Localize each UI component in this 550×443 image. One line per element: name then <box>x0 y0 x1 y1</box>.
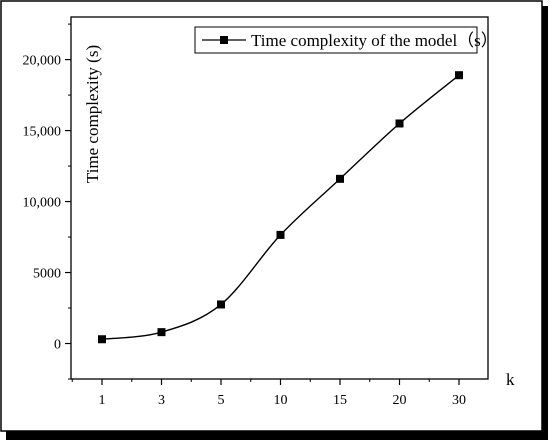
chart-frame <box>0 0 543 432</box>
data-point-marker <box>276 230 285 239</box>
x-tick-label: 10 <box>274 393 288 408</box>
x-tick-label: 3 <box>158 393 165 408</box>
data-point-marker <box>157 328 166 337</box>
x-tick-label: 20 <box>393 393 407 408</box>
data-point-marker <box>217 300 225 309</box>
series-layer <box>98 71 463 344</box>
x-tick-label: 1 <box>99 393 106 408</box>
y-tick-label: 0 <box>54 338 61 353</box>
legend-label: Time complexity of the model（s） <box>251 31 498 50</box>
legend-marker <box>220 36 228 44</box>
legend: Time complexity of the model（s） <box>194 26 498 54</box>
data-point-marker <box>455 71 463 80</box>
x-tick-label: 30 <box>452 393 466 408</box>
data-point-marker <box>395 119 404 128</box>
x-tick-label: 15 <box>333 393 347 408</box>
y-tick-label: 10,000 <box>23 196 62 211</box>
y-axis: 0 5000 10,000 15,000 20,000 <box>23 23 71 380</box>
y-axis-title: Time complexity (s) <box>83 45 102 183</box>
x-axis: 1 3 5 10 15 20 30 <box>71 379 466 408</box>
data-point-marker <box>98 335 106 344</box>
data-point-marker <box>336 174 344 183</box>
y-tick-label: 15,000 <box>23 125 62 140</box>
y-tick-label: 5000 <box>33 267 61 282</box>
x-axis-title: k <box>506 370 515 389</box>
x-tick-label: 5 <box>218 393 225 408</box>
plot-area <box>70 16 489 380</box>
y-tick-label: 20,000 <box>23 54 62 69</box>
